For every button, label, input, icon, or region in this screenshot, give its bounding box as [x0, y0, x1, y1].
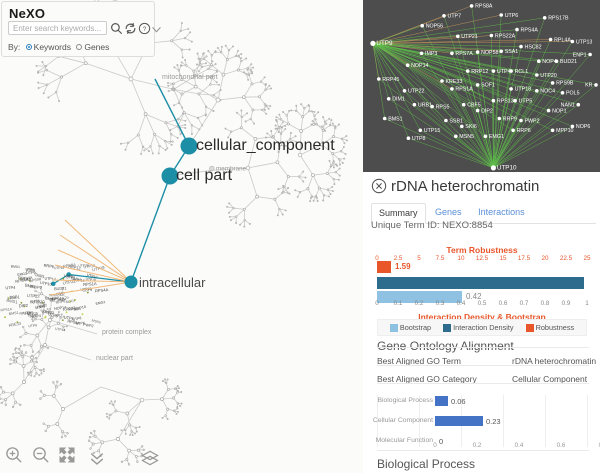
svg-text:NOP1: NOP1	[552, 108, 566, 114]
svg-text:BUD21: BUD21	[560, 59, 577, 65]
svg-text:BMS1: BMS1	[388, 116, 402, 122]
svg-text:RPS5: RPS5	[436, 104, 450, 110]
svg-text:HSC82: HSC82	[525, 44, 542, 50]
svg-text:UTP20: UTP20	[540, 73, 557, 79]
svg-text:URB1: URB1	[418, 103, 432, 109]
svg-text:UTP15: UTP15	[424, 128, 441, 134]
svg-text:RRP12: RRP12	[471, 69, 488, 75]
svg-text:SKI6: SKI6	[465, 124, 477, 130]
svg-text:POL5: POL5	[566, 91, 580, 97]
svg-text:RCL1: RCL1	[515, 69, 529, 75]
svg-text:RPS9B: RPS9B	[556, 81, 574, 87]
svg-text:RPS17B: RPS17B	[548, 16, 569, 22]
svg-text:RPS7A: RPS7A	[455, 51, 473, 57]
svg-text:SSA1: SSA1	[505, 49, 519, 55]
svg-text:UTP4: UTP4	[497, 69, 511, 75]
svg-text:UTP21: UTP21	[461, 34, 478, 40]
svg-text:UTP6: UTP6	[505, 13, 519, 19]
svg-text:RPS4A: RPS4A	[521, 27, 539, 33]
svg-text:UTP9: UTP9	[376, 40, 393, 47]
svg-text:KRE33: KRE33	[446, 79, 463, 85]
svg-text:RPS1A: RPS1A	[455, 87, 473, 93]
svg-text:UTP13: UTP13	[576, 39, 593, 45]
svg-text:IMP3: IMP3	[425, 51, 437, 57]
svg-text:NOP14: NOP14	[411, 63, 428, 69]
svg-text:SOF1: SOF1	[481, 83, 495, 89]
svg-text:RRP9: RRP9	[503, 116, 517, 122]
svg-text:NOP6: NOP6	[576, 124, 590, 130]
svg-text:NOP56: NOP56	[426, 24, 443, 30]
svg-text:KR: KR	[585, 83, 593, 89]
svg-text:EMG1: EMG1	[489, 134, 504, 140]
svg-text:UTP8: UTP8	[412, 136, 426, 142]
svg-text:NOP4: NOP4	[542, 59, 556, 65]
svg-text:RPS22A: RPS22A	[495, 33, 516, 39]
svg-text:RPL4A: RPL4A	[554, 37, 571, 43]
svg-text:DIM1: DIM1	[392, 97, 405, 103]
svg-text:RPS8A: RPS8A	[475, 4, 493, 10]
svg-text:MPP10: MPP10	[556, 128, 573, 134]
svg-text:UTP22: UTP22	[408, 89, 425, 95]
svg-text:UTP10: UTP10	[497, 165, 517, 172]
svg-text:SSB1: SSB1	[449, 118, 463, 124]
svg-text:RPS13: RPS13	[497, 99, 514, 105]
svg-text:RRP45: RRP45	[382, 77, 399, 83]
svg-text:ENP1: ENP1	[573, 52, 587, 58]
svg-text:?: ?	[143, 27, 147, 33]
svg-text:UTP7: UTP7	[448, 14, 462, 20]
svg-text:PWP2: PWP2	[525, 118, 540, 124]
svg-text:CBF5: CBF5	[467, 103, 481, 109]
svg-text:UTP18: UTP18	[515, 87, 532, 93]
svg-text:NOC4: NOC4	[540, 89, 555, 95]
svg-text:UTP5: UTP5	[519, 99, 533, 105]
svg-text:MSN5: MSN5	[459, 134, 474, 140]
svg-text:NOP58: NOP58	[481, 50, 498, 56]
svg-text:RRP6: RRP6	[517, 128, 531, 134]
svg-text:DIP2: DIP2	[481, 108, 493, 114]
